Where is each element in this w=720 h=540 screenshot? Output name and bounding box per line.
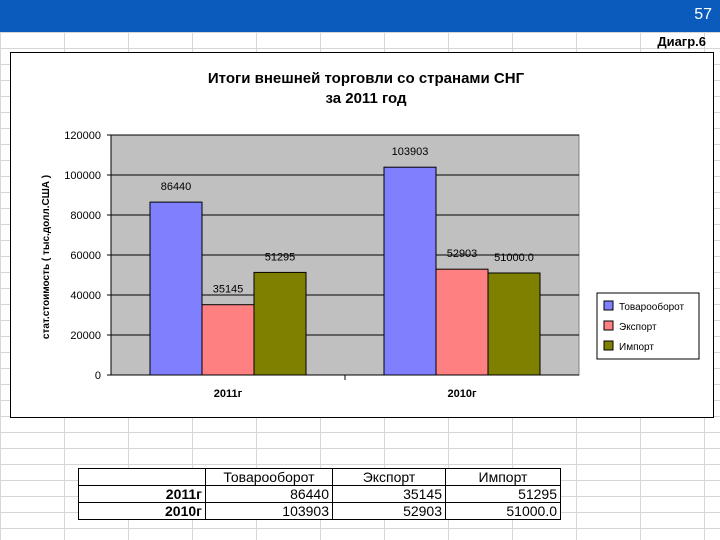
page-number: 57 <box>694 6 712 23</box>
y-tick-label: 0 <box>95 370 101 382</box>
y-axis-label: стат.стоимость ( тыс.долл.США ) <box>41 175 52 339</box>
data-label: 51000.0 <box>494 252 534 264</box>
table-corner-cell <box>78 468 206 486</box>
bar <box>435 268 489 376</box>
table-header-cell: Экспорт <box>332 468 446 486</box>
bar <box>383 166 437 376</box>
legend-swatch <box>603 340 614 351</box>
data-label: 51295 <box>265 251 296 263</box>
data-table: Товарооборот Экспорт Импорт 2011г 86440 … <box>78 468 561 520</box>
x-tick-label: 2011г <box>214 388 243 400</box>
data-label: 35145 <box>213 284 244 296</box>
data-label: 52903 <box>447 248 478 260</box>
legend <box>596 292 700 360</box>
header-bar: 57 <box>0 0 720 32</box>
chart: Итоги внешней торговли со странами СНГ з… <box>41 70 700 400</box>
legend-label: Импорт <box>619 342 654 353</box>
table-cell: 86440 <box>205 485 333 503</box>
bar <box>253 271 307 376</box>
data-label: 103903 <box>392 146 429 158</box>
y-tick-label: 100000 <box>64 170 101 182</box>
legend-swatch <box>603 320 614 331</box>
table-row-label: 2010г <box>78 502 206 520</box>
table-header-cell: Товарооборот <box>205 468 333 486</box>
chart-area: Итоги внешней торговли со странами СНГ з… <box>10 52 714 418</box>
table-header-row: Товарооборот Экспорт Импорт <box>78 468 561 486</box>
data-label: 86440 <box>161 181 192 193</box>
chart-title-line-2: за 2011 год <box>325 90 406 107</box>
table-cell: 51000.0 <box>445 502 561 520</box>
table-cell: 35145 <box>332 485 446 503</box>
table-cell: 103903 <box>205 502 333 520</box>
bar <box>487 272 541 376</box>
x-tick-label: 2010г <box>447 388 476 400</box>
chart-title-line-1: Итоги внешней торговли со странами СНГ <box>208 70 525 87</box>
diagram-label: Диагр.6 <box>657 34 706 49</box>
table-cell: 52903 <box>332 502 446 520</box>
legend-label: Товарооборот <box>619 301 685 313</box>
y-tick-label: 20000 <box>70 330 101 342</box>
table-header-cell: Импорт <box>445 468 561 486</box>
y-tick-label: 40000 <box>70 290 101 302</box>
y-tick-label: 80000 <box>70 210 101 222</box>
legend-label: Экспорт <box>619 322 657 333</box>
table-row: 2010г 103903 52903 51000.0 <box>78 502 561 520</box>
table-row-label: 2011г <box>78 485 206 503</box>
table-row: 2011г 86440 35145 51295 <box>78 485 561 503</box>
bar <box>201 304 255 376</box>
y-tick-label: 60000 <box>70 250 101 262</box>
table-cell: 51295 <box>445 485 561 503</box>
bar <box>149 201 203 376</box>
legend-swatch <box>603 300 614 311</box>
y-tick-label: 120000 <box>64 130 101 142</box>
